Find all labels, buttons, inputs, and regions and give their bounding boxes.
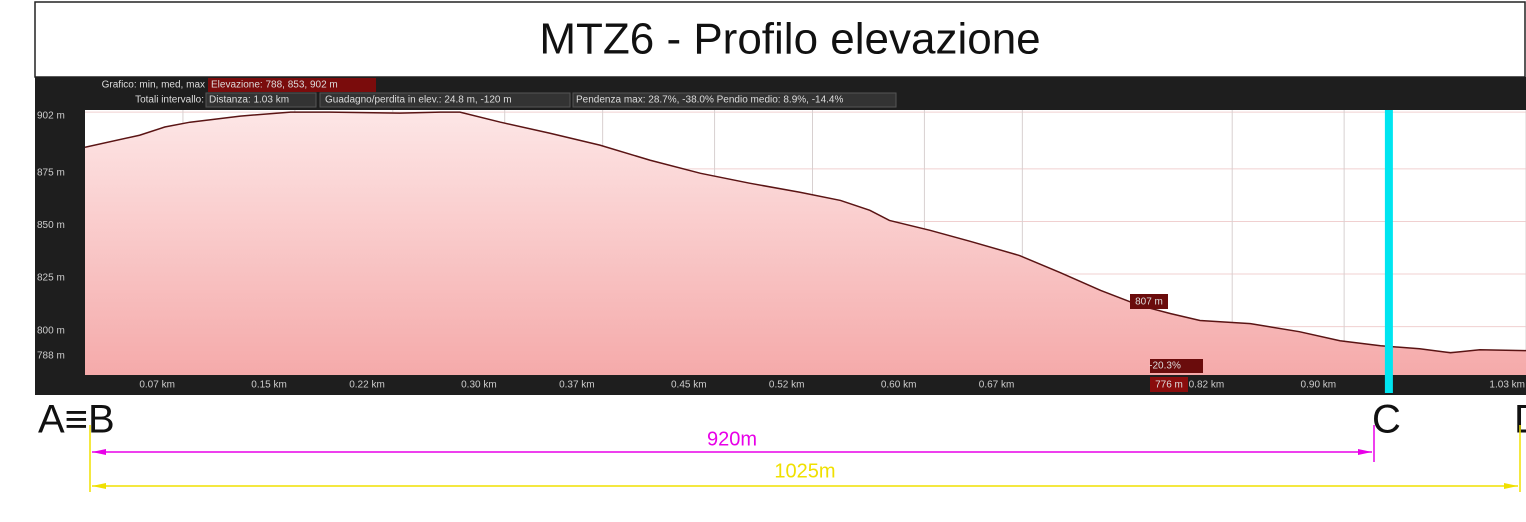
x-tick-label: 0.60 km: [881, 380, 917, 391]
x-tick-label: 0.30 km: [461, 380, 497, 391]
x-tick-label: 0.90 km: [1301, 380, 1337, 391]
x-tick-label: 0.67 km: [979, 380, 1015, 391]
x-tick-label: 0.07 km: [139, 380, 175, 391]
info-text: Guadagno/perdita in elev.: 24.8 m, -120 …: [325, 95, 512, 106]
cursor-label-box: [1150, 377, 1188, 392]
cursor-label: -20.3%: [1149, 361, 1181, 372]
y-tick-label: 850 m: [37, 220, 65, 231]
x-tick-label: 0.45 km: [671, 380, 707, 391]
x-tick-label: 0.37 km: [559, 380, 595, 391]
cursor-label-box: [1130, 294, 1168, 309]
point-label: D: [1514, 398, 1526, 442]
info-box: [208, 78, 376, 92]
info-box: [572, 92, 897, 108]
point-label: A≡B: [38, 398, 115, 442]
x-tick-label: 0.82 km: [1189, 380, 1225, 391]
info-label: Grafico: min, med, max: [102, 80, 205, 91]
x-tick-label: 1.03 km: [1489, 380, 1525, 391]
info-label: Totali intervallo:: [135, 95, 204, 106]
info-box: [205, 92, 317, 108]
info-text: Distanza: 1.03 km: [209, 95, 289, 106]
dimension-label: 920m: [707, 428, 757, 450]
y-tick-label: 788 m: [37, 351, 65, 362]
dimension-label: 1025m: [774, 460, 835, 482]
y-tick-label: 800 m: [37, 325, 65, 336]
cursor-label-box: [1150, 359, 1203, 373]
point-label: C: [1372, 398, 1401, 442]
cursor-label: 776 m: [1155, 380, 1183, 391]
y-tick-label: 902 m: [37, 111, 65, 122]
info-text: Pendenza max: 28.7%, -38.0% Pendio medio…: [576, 95, 843, 106]
info-text: Elevazione: 788, 853, 902 m: [211, 80, 338, 91]
title-box: [34, 1, 1526, 78]
info-box: [319, 92, 571, 108]
x-tick-label: 0.15 km: [251, 380, 287, 391]
cursor-label: 807 m: [1135, 297, 1163, 308]
x-tick-label: 0.22 km: [349, 380, 385, 391]
elevation-line: [85, 111, 1526, 354]
y-tick-label: 875 m: [37, 168, 65, 179]
y-tick-label: 825 m: [37, 273, 65, 284]
chart-title: MTZ6 - Profilo elevazione: [539, 15, 1040, 64]
area-fill: [85, 112, 1526, 375]
x-tick-label: 0.52 km: [769, 380, 805, 391]
